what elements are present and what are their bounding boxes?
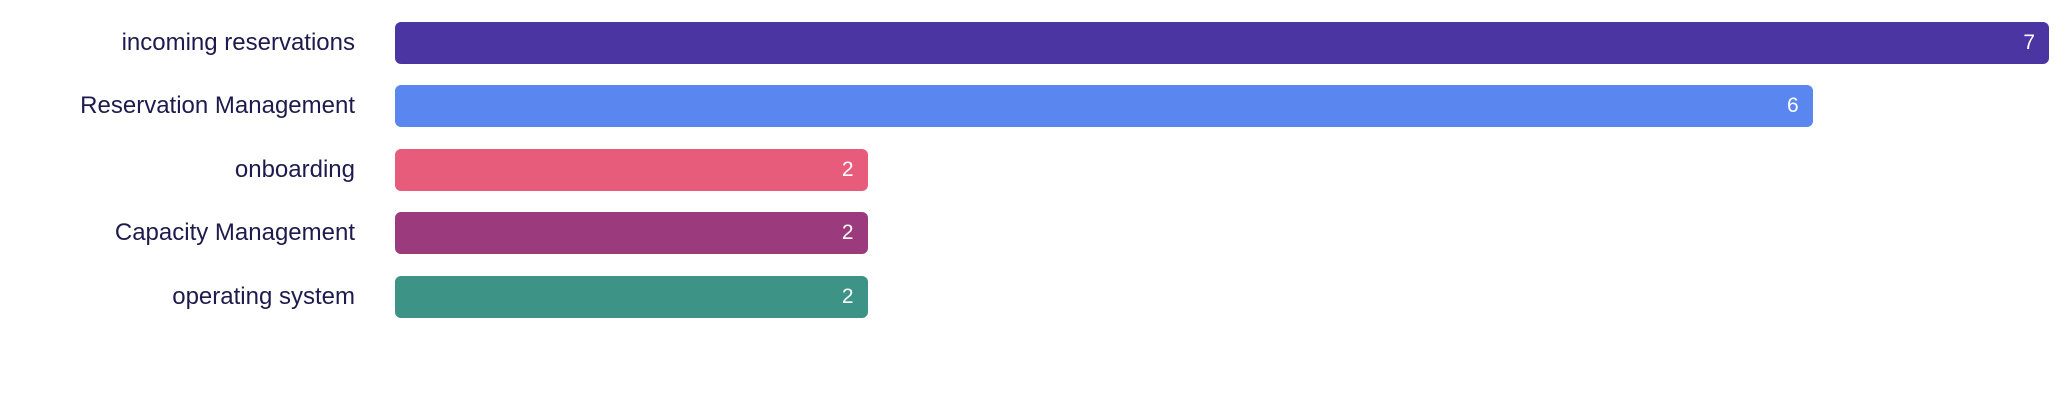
data-label: 6 bbox=[1787, 94, 1799, 118]
category-label: Reservation Management bbox=[80, 92, 355, 120]
category-label: operating system bbox=[172, 282, 355, 310]
bar[interactable] bbox=[395, 148, 868, 191]
bar[interactable] bbox=[395, 85, 1813, 128]
bar[interactable] bbox=[395, 212, 868, 255]
category-label: onboarding bbox=[234, 155, 355, 183]
data-label: 7 bbox=[2023, 31, 2035, 54]
category-label: incoming reservations bbox=[121, 29, 355, 56]
data-label: 2 bbox=[841, 157, 854, 181]
bar[interactable] bbox=[395, 22, 2049, 64]
bar[interactable] bbox=[395, 275, 868, 318]
category-label: Capacity Management bbox=[114, 219, 355, 247]
data-label: 2 bbox=[841, 221, 854, 245]
data-label: 2 bbox=[841, 284, 854, 308]
